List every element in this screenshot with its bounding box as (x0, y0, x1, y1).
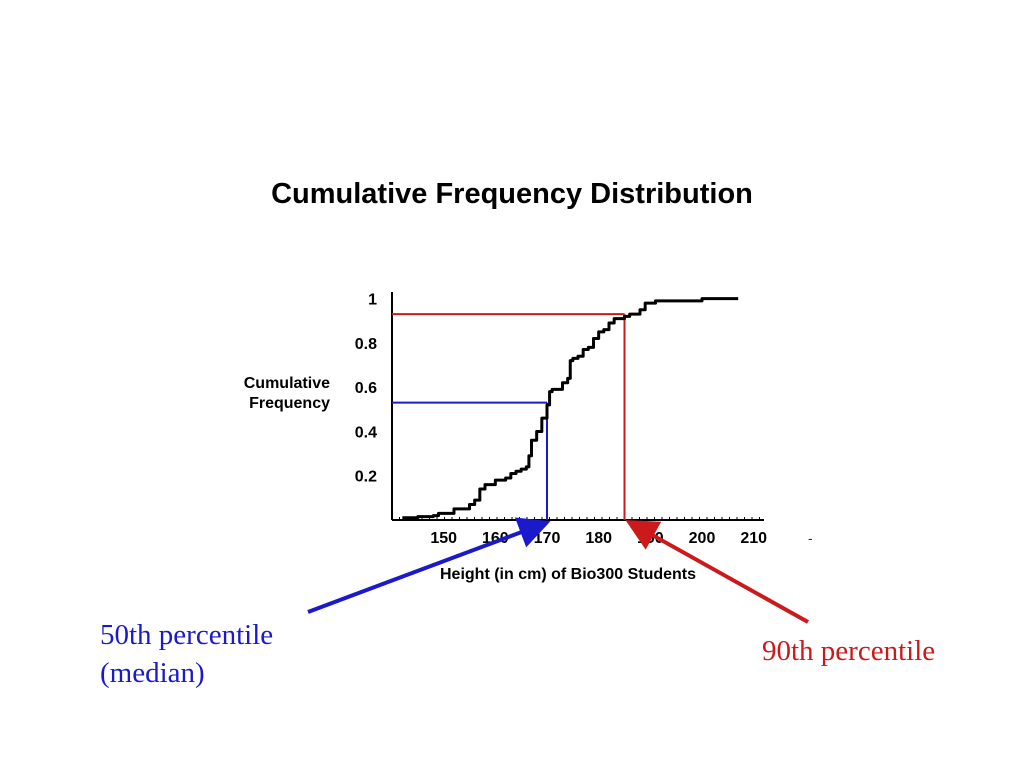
y-axis-label-line-1: Cumulative (243, 375, 330, 392)
x-tick-label-180: 180 (585, 530, 612, 547)
stray-mark: - (808, 530, 813, 546)
y-tick-label-0.8: 0.8 (355, 336, 377, 353)
cumulative-frequency-line (402, 297, 739, 520)
y-axis-label-line-2: Frequency (249, 395, 330, 412)
median-annotation-line-1: 50th percentile (100, 619, 274, 651)
y-tick-label-0.6: 0.6 (355, 380, 377, 397)
median-annotation-line-2: (median) (100, 657, 205, 689)
x-axis-label: Height (in cm) of Bio300 Students (440, 566, 697, 583)
median-annotation: 50th percentile (median) (100, 616, 273, 692)
y-axis-label: Cumulative Frequency (196, 374, 330, 414)
chart-title: Cumulative Frequency Distribution (271, 178, 753, 210)
x-tick-label-200: 200 (689, 530, 716, 547)
x-tick-label-150: 150 (430, 530, 457, 547)
p90-pointer-arrow (625, 520, 809, 624)
x-tick-label-210: 210 (740, 530, 767, 547)
median-pointer-arrow (307, 517, 551, 614)
y-tick-label-0.2: 0.2 (355, 469, 377, 486)
y-tick-label-1: 1 (368, 292, 377, 309)
p90-annotation: 90th percentile (762, 635, 936, 667)
x-tick-label-170: 170 (534, 530, 561, 547)
y-tick-label-0.4: 0.4 (355, 424, 377, 441)
